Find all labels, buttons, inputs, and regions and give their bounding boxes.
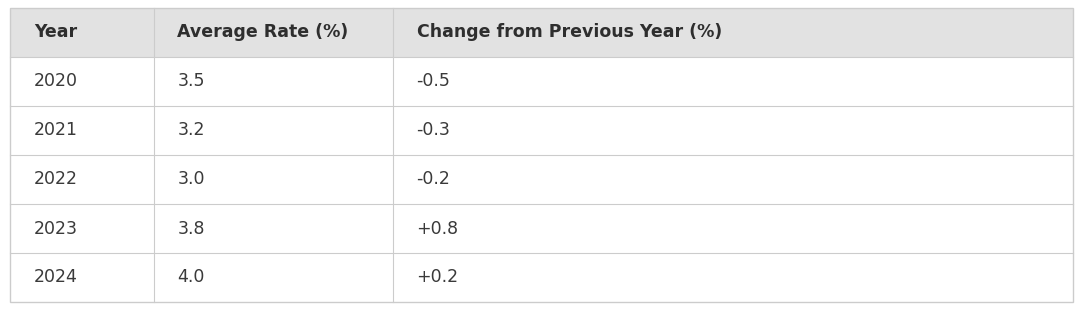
Text: -0.2: -0.2 bbox=[417, 170, 451, 188]
Text: -0.3: -0.3 bbox=[417, 122, 451, 140]
Text: 2022: 2022 bbox=[34, 170, 78, 188]
Text: 3.8: 3.8 bbox=[178, 219, 205, 237]
Text: 2023: 2023 bbox=[34, 219, 78, 237]
Text: +0.8: +0.8 bbox=[417, 219, 458, 237]
Text: 3.0: 3.0 bbox=[178, 170, 205, 188]
Bar bbox=[10, 204, 1073, 253]
Text: -0.5: -0.5 bbox=[417, 73, 451, 91]
Text: 3.2: 3.2 bbox=[178, 122, 205, 140]
Text: 2020: 2020 bbox=[34, 73, 78, 91]
Text: 3.5: 3.5 bbox=[178, 73, 205, 91]
Bar bbox=[10, 155, 1073, 204]
Text: 2024: 2024 bbox=[34, 268, 78, 286]
Bar bbox=[10, 253, 1073, 302]
Text: Average Rate (%): Average Rate (%) bbox=[178, 24, 349, 42]
Text: Year: Year bbox=[34, 24, 77, 42]
Bar bbox=[10, 8, 1073, 57]
Bar bbox=[10, 57, 1073, 106]
Bar bbox=[10, 106, 1073, 155]
Text: +0.2: +0.2 bbox=[417, 268, 458, 286]
Text: 4.0: 4.0 bbox=[178, 268, 205, 286]
Text: 2021: 2021 bbox=[34, 122, 78, 140]
Text: Change from Previous Year (%): Change from Previous Year (%) bbox=[417, 24, 721, 42]
